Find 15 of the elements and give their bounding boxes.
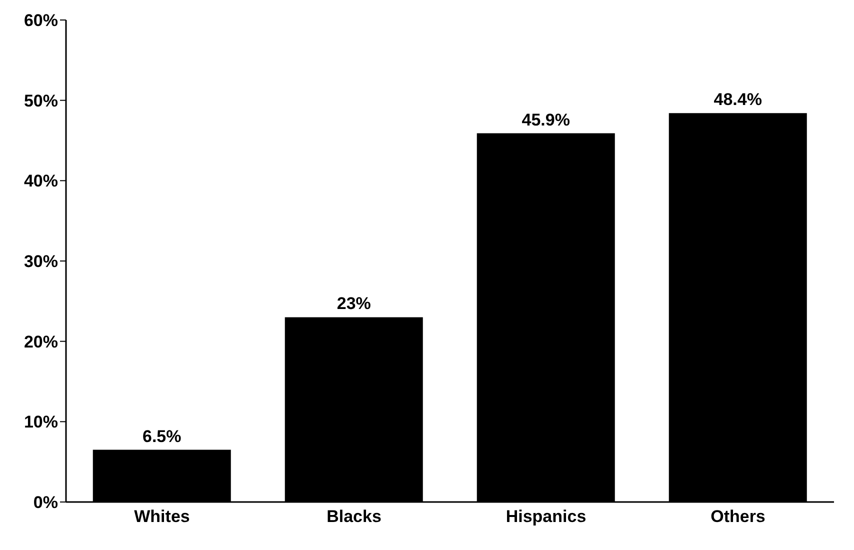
y-tick-label: 30% xyxy=(24,252,58,272)
y-tick-label: 40% xyxy=(24,172,58,191)
y-tick-label: 10% xyxy=(24,412,58,432)
y-tick-label: 60% xyxy=(24,11,58,30)
x-tick-label: Others xyxy=(710,507,766,526)
x-tick-label: Hispanics xyxy=(506,507,586,526)
x-tick-label: Blacks xyxy=(326,507,382,526)
data-label: 45.9% xyxy=(522,110,570,130)
y-tick-label: 50% xyxy=(24,91,58,110)
y-tick-label: 0% xyxy=(33,493,58,512)
data-label: 48.4% xyxy=(714,90,762,110)
x-tick-label: Whites xyxy=(134,507,190,526)
data-label: 23% xyxy=(336,294,371,314)
data-label: 6.5% xyxy=(142,426,182,446)
y-tick-label: 20% xyxy=(24,332,58,352)
